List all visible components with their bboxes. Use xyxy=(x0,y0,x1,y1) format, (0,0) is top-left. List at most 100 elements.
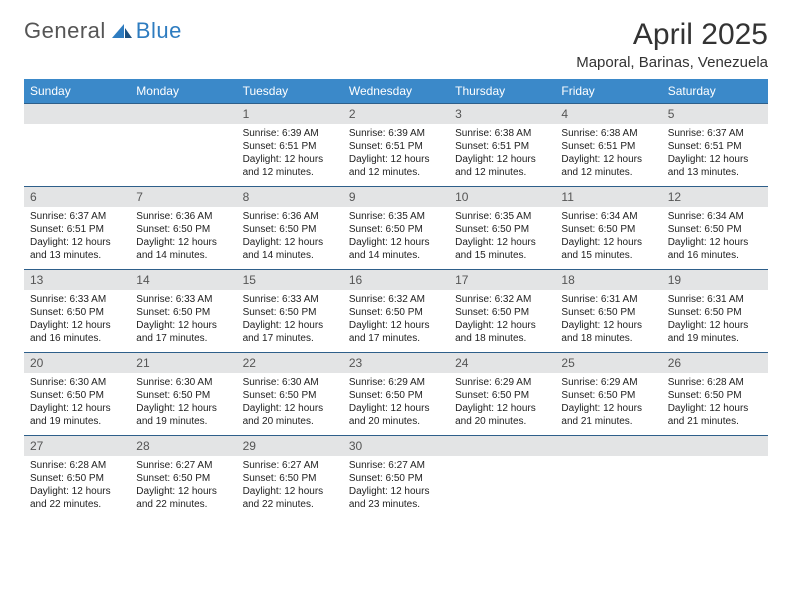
day-content: Sunrise: 6:34 AMSunset: 6:50 PMDaylight:… xyxy=(662,207,768,266)
day-number: 26 xyxy=(662,353,768,373)
day-content: Sunrise: 6:28 AMSunset: 6:50 PMDaylight:… xyxy=(662,373,768,432)
calendar-cell: 6Sunrise: 6:37 AMSunset: 6:51 PMDaylight… xyxy=(24,187,130,270)
calendar-cell: 25Sunrise: 6:29 AMSunset: 6:50 PMDayligh… xyxy=(555,353,661,436)
calendar-cell: 11Sunrise: 6:34 AMSunset: 6:50 PMDayligh… xyxy=(555,187,661,270)
day-content: Sunrise: 6:29 AMSunset: 6:50 PMDaylight:… xyxy=(449,373,555,432)
calendar-cell: 30Sunrise: 6:27 AMSunset: 6:50 PMDayligh… xyxy=(343,436,449,519)
day-number: 5 xyxy=(662,104,768,124)
calendar-cell: 22Sunrise: 6:30 AMSunset: 6:50 PMDayligh… xyxy=(237,353,343,436)
day-content: Sunrise: 6:36 AMSunset: 6:50 PMDaylight:… xyxy=(130,207,236,266)
brand-sail-icon xyxy=(110,22,134,40)
day-number: 11 xyxy=(555,187,661,207)
day-number xyxy=(662,436,768,456)
brand-part1: General xyxy=(24,18,106,44)
weekday-header: Saturday xyxy=(662,79,768,104)
day-content: Sunrise: 6:36 AMSunset: 6:50 PMDaylight:… xyxy=(237,207,343,266)
day-content xyxy=(24,124,130,181)
weekday-header: Wednesday xyxy=(343,79,449,104)
day-number: 24 xyxy=(449,353,555,373)
day-number: 12 xyxy=(662,187,768,207)
weekday-header: Monday xyxy=(130,79,236,104)
day-content: Sunrise: 6:37 AMSunset: 6:51 PMDaylight:… xyxy=(24,207,130,266)
day-content: Sunrise: 6:35 AMSunset: 6:50 PMDaylight:… xyxy=(449,207,555,266)
day-content: Sunrise: 6:34 AMSunset: 6:50 PMDaylight:… xyxy=(555,207,661,266)
day-number: 2 xyxy=(343,104,449,124)
day-number: 23 xyxy=(343,353,449,373)
calendar-cell: 18Sunrise: 6:31 AMSunset: 6:50 PMDayligh… xyxy=(555,270,661,353)
calendar-cell: 2Sunrise: 6:39 AMSunset: 6:51 PMDaylight… xyxy=(343,104,449,187)
day-content: Sunrise: 6:27 AMSunset: 6:50 PMDaylight:… xyxy=(130,456,236,515)
day-number: 10 xyxy=(449,187,555,207)
day-number: 1 xyxy=(237,104,343,124)
day-number: 30 xyxy=(343,436,449,456)
brand-logo: General Blue xyxy=(24,18,182,44)
day-number xyxy=(130,104,236,124)
day-content: Sunrise: 6:31 AMSunset: 6:50 PMDaylight:… xyxy=(555,290,661,349)
day-number xyxy=(449,436,555,456)
day-number: 16 xyxy=(343,270,449,290)
calendar-cell: 21Sunrise: 6:30 AMSunset: 6:50 PMDayligh… xyxy=(130,353,236,436)
calendar-cell: 5Sunrise: 6:37 AMSunset: 6:51 PMDaylight… xyxy=(662,104,768,187)
day-content: Sunrise: 6:27 AMSunset: 6:50 PMDaylight:… xyxy=(343,456,449,515)
day-content: Sunrise: 6:39 AMSunset: 6:51 PMDaylight:… xyxy=(343,124,449,183)
day-number: 9 xyxy=(343,187,449,207)
calendar-cell: 26Sunrise: 6:28 AMSunset: 6:50 PMDayligh… xyxy=(662,353,768,436)
day-content: Sunrise: 6:37 AMSunset: 6:51 PMDaylight:… xyxy=(662,124,768,183)
brand-part2: Blue xyxy=(136,18,182,44)
calendar-cell xyxy=(662,436,768,519)
day-number: 20 xyxy=(24,353,130,373)
day-content: Sunrise: 6:31 AMSunset: 6:50 PMDaylight:… xyxy=(662,290,768,349)
day-content: Sunrise: 6:33 AMSunset: 6:50 PMDaylight:… xyxy=(237,290,343,349)
calendar-cell: 16Sunrise: 6:32 AMSunset: 6:50 PMDayligh… xyxy=(343,270,449,353)
calendar-cell: 14Sunrise: 6:33 AMSunset: 6:50 PMDayligh… xyxy=(130,270,236,353)
calendar-cell: 24Sunrise: 6:29 AMSunset: 6:50 PMDayligh… xyxy=(449,353,555,436)
calendar-cell: 9Sunrise: 6:35 AMSunset: 6:50 PMDaylight… xyxy=(343,187,449,270)
calendar-cell xyxy=(24,104,130,187)
day-content: Sunrise: 6:29 AMSunset: 6:50 PMDaylight:… xyxy=(555,373,661,432)
calendar-body: 1Sunrise: 6:39 AMSunset: 6:51 PMDaylight… xyxy=(24,104,768,519)
day-content: Sunrise: 6:29 AMSunset: 6:50 PMDaylight:… xyxy=(343,373,449,432)
calendar-cell xyxy=(449,436,555,519)
calendar-cell: 10Sunrise: 6:35 AMSunset: 6:50 PMDayligh… xyxy=(449,187,555,270)
weekday-header: Thursday xyxy=(449,79,555,104)
calendar-cell: 8Sunrise: 6:36 AMSunset: 6:50 PMDaylight… xyxy=(237,187,343,270)
day-number: 8 xyxy=(237,187,343,207)
calendar-cell xyxy=(130,104,236,187)
day-number: 25 xyxy=(555,353,661,373)
day-content: Sunrise: 6:28 AMSunset: 6:50 PMDaylight:… xyxy=(24,456,130,515)
calendar-cell: 28Sunrise: 6:27 AMSunset: 6:50 PMDayligh… xyxy=(130,436,236,519)
calendar-header-row: SundayMondayTuesdayWednesdayThursdayFrid… xyxy=(24,79,768,104)
day-content: Sunrise: 6:30 AMSunset: 6:50 PMDaylight:… xyxy=(130,373,236,432)
calendar-cell: 19Sunrise: 6:31 AMSunset: 6:50 PMDayligh… xyxy=(662,270,768,353)
day-content: Sunrise: 6:27 AMSunset: 6:50 PMDaylight:… xyxy=(237,456,343,515)
day-number: 29 xyxy=(237,436,343,456)
calendar-cell: 12Sunrise: 6:34 AMSunset: 6:50 PMDayligh… xyxy=(662,187,768,270)
day-number: 17 xyxy=(449,270,555,290)
day-content: Sunrise: 6:30 AMSunset: 6:50 PMDaylight:… xyxy=(24,373,130,432)
location: Maporal, Barinas, Venezuela xyxy=(576,54,768,71)
day-content xyxy=(449,456,555,513)
title-block: April 2025 Maporal, Barinas, Venezuela xyxy=(576,18,768,71)
day-content: Sunrise: 6:33 AMSunset: 6:50 PMDaylight:… xyxy=(24,290,130,349)
month-title: April 2025 xyxy=(576,18,768,52)
calendar-cell: 3Sunrise: 6:38 AMSunset: 6:51 PMDaylight… xyxy=(449,104,555,187)
day-number: 7 xyxy=(130,187,236,207)
calendar-cell xyxy=(555,436,661,519)
day-number: 6 xyxy=(24,187,130,207)
calendar-cell: 23Sunrise: 6:29 AMSunset: 6:50 PMDayligh… xyxy=(343,353,449,436)
page: General Blue April 2025 Maporal, Barinas… xyxy=(0,0,792,536)
day-number: 13 xyxy=(24,270,130,290)
calendar-cell: 20Sunrise: 6:30 AMSunset: 6:50 PMDayligh… xyxy=(24,353,130,436)
calendar-cell: 4Sunrise: 6:38 AMSunset: 6:51 PMDaylight… xyxy=(555,104,661,187)
day-content: Sunrise: 6:32 AMSunset: 6:50 PMDaylight:… xyxy=(449,290,555,349)
day-number xyxy=(555,436,661,456)
calendar-cell: 29Sunrise: 6:27 AMSunset: 6:50 PMDayligh… xyxy=(237,436,343,519)
day-content: Sunrise: 6:39 AMSunset: 6:51 PMDaylight:… xyxy=(237,124,343,183)
day-content: Sunrise: 6:35 AMSunset: 6:50 PMDaylight:… xyxy=(343,207,449,266)
day-number: 15 xyxy=(237,270,343,290)
day-number xyxy=(24,104,130,124)
day-content xyxy=(130,124,236,181)
day-number: 18 xyxy=(555,270,661,290)
weekday-header: Tuesday xyxy=(237,79,343,104)
day-number: 3 xyxy=(449,104,555,124)
